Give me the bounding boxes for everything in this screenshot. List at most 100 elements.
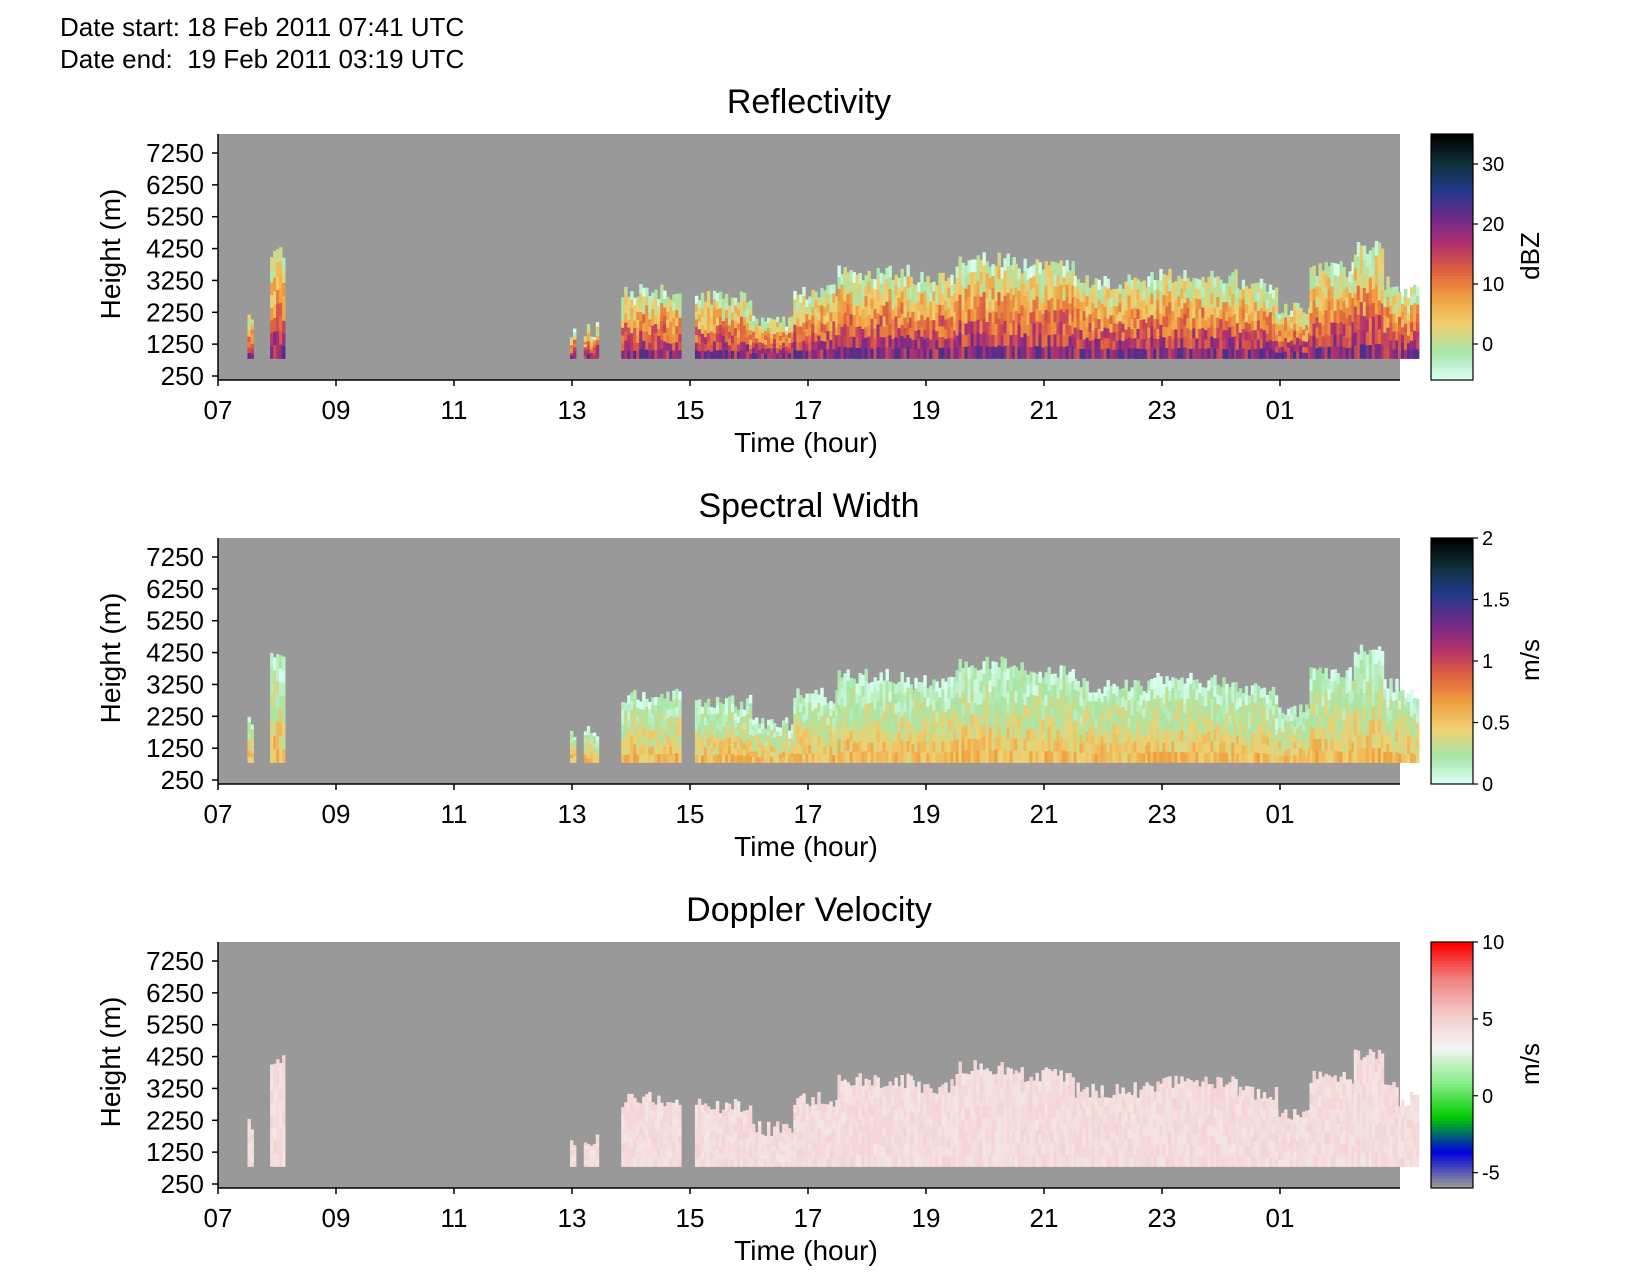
echo-cell (1374, 314, 1379, 330)
echo-cell (666, 718, 670, 728)
echo-cell (718, 747, 723, 756)
echo-cell (1165, 327, 1169, 338)
echo-cell (279, 1089, 283, 1103)
echo-cell (1213, 718, 1217, 730)
echo-cell (1189, 728, 1193, 741)
echo-cell (1094, 701, 1098, 711)
echo-cell (1348, 347, 1352, 359)
echo-cell (1032, 346, 1036, 359)
echo-cell (849, 709, 853, 721)
echo-cell (1256, 292, 1261, 303)
echo-cell (767, 328, 771, 334)
echo-cell (592, 751, 597, 756)
echo-cell (703, 702, 708, 711)
echo-cell (1097, 688, 1101, 699)
echo-cell (730, 350, 735, 359)
echo-cell (967, 750, 971, 763)
echo-cell (703, 323, 708, 331)
echo-cell (1290, 721, 1294, 729)
echo-cell (739, 739, 744, 748)
y-tick-label: 250 (161, 765, 204, 795)
echo-cell (802, 304, 806, 315)
echo-cell (583, 347, 588, 351)
echo-cell (1359, 688, 1364, 704)
echo-cell (1324, 668, 1328, 681)
echo-cell (923, 329, 927, 340)
echo-cell (1162, 295, 1166, 306)
echo-cell (697, 351, 702, 359)
echo-cell (846, 337, 850, 349)
colorbar-tick-label: 0.5 (1482, 713, 1510, 735)
echo-cell (776, 327, 780, 333)
echo-cell (621, 709, 625, 718)
echo-cell (805, 329, 809, 337)
echo-cell (1268, 340, 1273, 350)
echo-cell (1136, 319, 1140, 330)
echo-cell (669, 329, 673, 337)
echo-cell (697, 738, 702, 748)
echo-cell (1038, 322, 1042, 335)
x-tick-label: 17 (794, 395, 823, 425)
echo-cell (1156, 299, 1160, 310)
echo-cell (592, 350, 597, 354)
echo-cell (1112, 693, 1116, 704)
echo-cell (1029, 335, 1033, 348)
echo-cell (906, 264, 910, 277)
echo-cell (1356, 749, 1361, 763)
echo-cell (730, 320, 735, 329)
echo-cell (953, 330, 957, 341)
echo-cell (1124, 348, 1128, 359)
echo-cell (1014, 750, 1018, 763)
echo-cell (846, 716, 850, 728)
echo-cell (1050, 751, 1054, 763)
echo-cell (1299, 339, 1303, 347)
echo-cell (706, 307, 711, 317)
echo-cell (282, 1097, 286, 1112)
echo-cell (1115, 349, 1119, 359)
echo-cell (973, 284, 977, 297)
echo-cell (958, 710, 962, 725)
echo-cell (1026, 313, 1030, 326)
echo-cell (1213, 297, 1217, 309)
echo-cell (944, 752, 948, 763)
echo-cell (1068, 739, 1072, 752)
echo-cell (709, 727, 714, 736)
echo-cell (1293, 734, 1297, 742)
echo-cell (1204, 743, 1208, 754)
echo-cell (651, 705, 655, 714)
echo-cell (958, 320, 962, 334)
echo-cell (1085, 306, 1089, 318)
echo-cell (755, 323, 759, 329)
echo-cell (1353, 748, 1358, 763)
echo-cell (1256, 714, 1261, 725)
echo-cell (1076, 701, 1080, 712)
echo-cell (906, 346, 910, 359)
echo-cell (663, 324, 667, 334)
echo-cell (779, 322, 783, 328)
echo-cell (718, 350, 723, 359)
echo-cell (970, 296, 974, 310)
echo-cell (749, 723, 753, 730)
echo-cell (1318, 287, 1322, 300)
echo-cell (1106, 721, 1110, 732)
echo-cell (1088, 340, 1092, 350)
echo-cell (742, 342, 747, 351)
echo-cell (1204, 339, 1208, 350)
echo-cell (867, 336, 871, 348)
echo-cell (1219, 309, 1223, 320)
echo-cell (1287, 315, 1291, 321)
echo-cell (583, 754, 588, 759)
echo-cell (796, 688, 800, 699)
echo-cell (630, 1157, 634, 1167)
echo-cell (678, 709, 682, 719)
echo-cell (1216, 723, 1220, 734)
echo-cell (923, 718, 927, 731)
echo-cell (920, 682, 924, 693)
echo-cell (727, 312, 732, 320)
echo-cell (861, 309, 865, 320)
echo-cell (1216, 694, 1220, 705)
echo-cell (273, 749, 277, 763)
echo-cell (897, 348, 901, 359)
echo-cell (1281, 750, 1285, 757)
echo-cell (1228, 687, 1232, 697)
